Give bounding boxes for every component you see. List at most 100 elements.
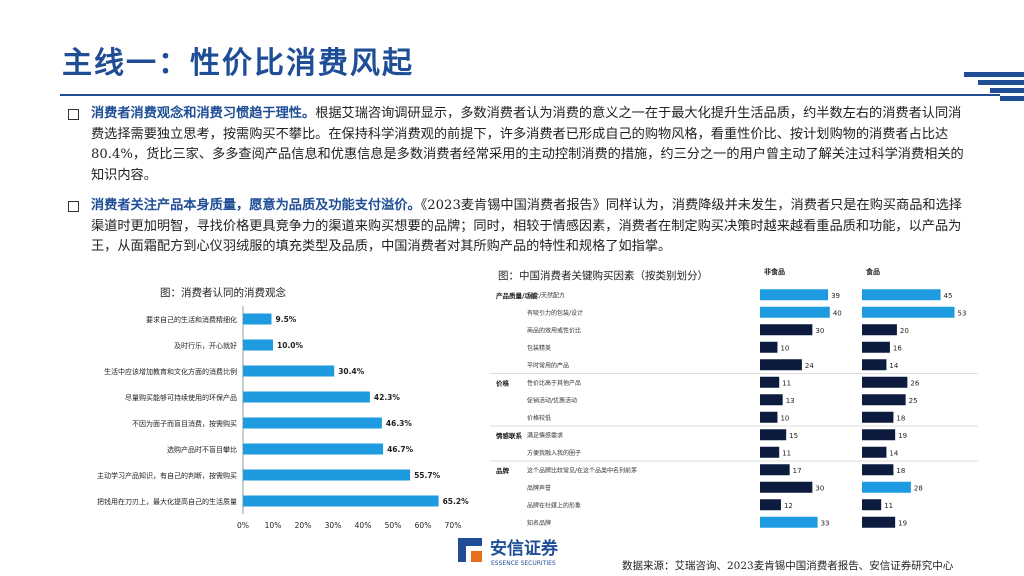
bar: [760, 499, 781, 511]
value-label: 15: [789, 432, 798, 440]
bar: [760, 446, 780, 458]
logo-cn: 安信证券: [490, 538, 559, 559]
bar: [862, 359, 887, 371]
value-label: 30: [815, 327, 824, 335]
value-label: 14: [889, 449, 898, 457]
bar: [760, 306, 830, 318]
paragraph-1: 消费者消费观念和消费习惯趋于理性。根据艾瑞咨询调研显示，多数消费者认为消费的意义…: [68, 104, 973, 186]
bar: [760, 516, 818, 528]
value-label: 10.0%: [277, 341, 304, 350]
corner-stripes: [964, 72, 1024, 101]
bar: [760, 289, 829, 301]
category-label: 主动学习产品知识，有自己的判断，按需购买: [97, 471, 237, 480]
tick-label: 60%: [415, 521, 432, 530]
category-label: 品牌声誉: [527, 484, 551, 492]
category-label: 不因为面子而盲目消费，按需购买: [132, 419, 237, 428]
category-label: 安全/天然配方: [527, 291, 565, 299]
value-label: 12: [784, 502, 793, 510]
value-label: 9.5%: [276, 315, 297, 324]
bar: [862, 516, 896, 528]
paragraph-2: 消费者关注产品本身质量，愿意为品质及功能支付溢价。《2023麦肯锡中国消费者报告…: [68, 196, 973, 258]
value-label: 10: [780, 414, 789, 422]
bar: [862, 446, 887, 458]
value-label: 10: [780, 344, 789, 352]
value-label: 11: [782, 449, 791, 457]
panel-header: 食品: [865, 267, 880, 276]
paragraph-lead: 消费者关注产品本身质量，愿意为品质及功能支付溢价。: [91, 198, 421, 213]
bar: [862, 341, 890, 353]
bar: [243, 469, 411, 481]
value-label: 18: [896, 467, 905, 475]
bar: [862, 429, 896, 441]
page-title: 主线一：性价比消费风起: [62, 46, 414, 81]
bar: [862, 289, 941, 301]
value-label: 11: [884, 502, 893, 510]
tick-label: 10%: [265, 521, 282, 530]
bar: [862, 499, 882, 511]
value-label: 42.3%: [374, 393, 401, 402]
title-rule: [60, 94, 1000, 96]
category-label: 尽量购买能够可持续使用的环保产品: [125, 393, 237, 402]
tick-label: 0%: [237, 521, 249, 530]
category-label: 知名品牌: [527, 519, 551, 527]
value-label: 14: [889, 362, 898, 370]
bar: [243, 417, 382, 429]
category-label: 平时常用的产品: [527, 361, 569, 369]
bar: [760, 481, 813, 493]
bar: [243, 365, 335, 377]
value-label: 24: [805, 362, 814, 370]
value-label: 53: [958, 309, 967, 317]
tick-label: 40%: [355, 521, 372, 530]
value-label: 40: [833, 309, 842, 317]
category-label: 品牌在社媒上的形象: [527, 501, 581, 509]
value-label: 28: [914, 484, 923, 492]
value-label: 33: [821, 519, 830, 527]
category-label: 选购产品时不盲目攀比: [167, 445, 237, 454]
tick-label: 20%: [295, 521, 312, 530]
group-label: 价格: [496, 379, 510, 388]
panel-header: 非食品: [764, 267, 785, 276]
value-label: 17: [793, 467, 802, 475]
bar: [760, 341, 778, 353]
category-label: 把钱用在刀刃上，最大化提高自己的生活质量: [97, 497, 237, 506]
group-label: 产品质量/功能: [496, 291, 538, 300]
value-label: 46.7%: [387, 445, 414, 454]
category-label: 有吸引力的包装/设计: [527, 309, 583, 317]
category-label: 促销活动/优惠活动: [527, 396, 577, 404]
category-label: 价格较低: [527, 414, 551, 422]
left-chart-caption: 图：消费者认同的消费观念: [160, 287, 286, 299]
value-label: 18: [896, 414, 905, 422]
value-label: 30: [815, 484, 824, 492]
value-label: 20: [900, 327, 909, 335]
tick-label: 30%: [325, 521, 342, 530]
bar: [243, 443, 384, 455]
bar: [760, 464, 790, 476]
bar: [862, 481, 911, 493]
bar: [862, 376, 908, 388]
value-label: 19: [898, 432, 907, 440]
bar: [862, 411, 894, 423]
value-label: 45: [944, 292, 953, 300]
bar: [760, 411, 778, 423]
consumer-values-chart: 要求自己的生活和消费精细化 9.5% 及时行乐，开心就好 10.0% 生活中应该增加教育…: [97, 306, 470, 530]
right-chart-caption: 图：中国消费者关键购买因素（按类别划分）: [498, 270, 708, 282]
bar: [760, 376, 780, 388]
category-label: 商品的效用或性价比: [527, 326, 581, 334]
bar: [760, 324, 813, 336]
value-label: 26: [910, 379, 919, 387]
paragraph-body: 《2023麦肯锡中国消费者报告》同样认为，消费降级并未发生，消费者只是在购买商品…: [91, 198, 962, 254]
value-label: 13: [786, 397, 795, 405]
bar: [862, 324, 897, 336]
category-label: 这个品牌比较常见/在这个品类中名列前茅: [527, 466, 637, 474]
value-label: 11: [782, 379, 791, 387]
value-label: 55.7%: [414, 471, 441, 480]
bar: [862, 306, 955, 318]
bullet-icon: [68, 109, 79, 120]
bar: [243, 313, 272, 325]
logo-en: ESSENCE SECURITIES: [491, 560, 556, 567]
value-label: 65.2%: [443, 497, 470, 506]
value-label: 16: [893, 344, 902, 352]
category-label: 生活中应该增加教育和文化方面的消费比例: [104, 367, 237, 376]
value-label: 19: [898, 519, 907, 527]
